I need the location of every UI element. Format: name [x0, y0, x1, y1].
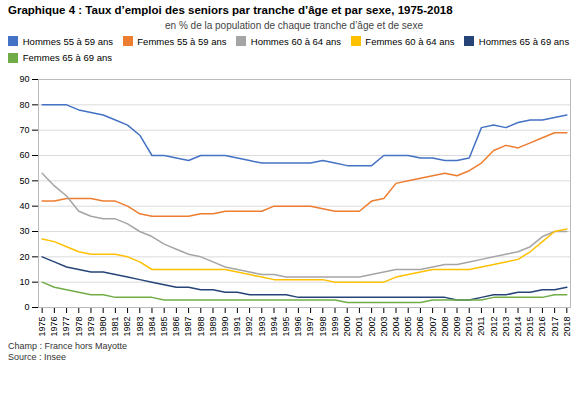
svg-text:2013: 2013	[501, 316, 511, 336]
svg-text:1987: 1987	[183, 316, 193, 336]
svg-text:2004: 2004	[391, 316, 401, 336]
html-text:Graphique 4 : Taux d’emploi de: Graphique 4 : Taux d’emploi des seniors …	[8, 4, 453, 16]
svg-text:50: 50	[19, 175, 29, 185]
svg-text:1998: 1998	[318, 316, 328, 336]
svg-text:1976: 1976	[49, 316, 59, 336]
svg-text:2006: 2006	[415, 316, 425, 336]
svg-text:1995: 1995	[281, 316, 291, 336]
html-text:Hommes 60 à 64 ans: Hommes 60 à 64 ans	[250, 35, 342, 47]
svg-text:2012: 2012	[489, 316, 499, 336]
html-text:Source : Insee: Source : Insee	[8, 351, 66, 362]
svg-text:1999: 1999	[330, 316, 340, 336]
svg-text:1978: 1978	[74, 316, 84, 336]
svg-text:2011: 2011	[476, 316, 486, 335]
svg-text:2000: 2000	[342, 316, 352, 336]
svg-text:1980: 1980	[98, 316, 108, 336]
svg-text:20: 20	[19, 251, 29, 261]
svg-text:30: 30	[19, 226, 29, 236]
svg-text:2017: 2017	[550, 316, 560, 336]
svg-text:2009: 2009	[452, 316, 462, 336]
html-text:Femmes 65 à 69 ans: Femmes 65 à 69 ans	[22, 52, 112, 63]
svg-text:2007: 2007	[427, 316, 437, 336]
svg-text:1990: 1990	[220, 316, 230, 336]
svg-text:1991: 1991	[232, 316, 242, 336]
svg-text:1984: 1984	[147, 316, 157, 336]
svg-text:2008: 2008	[440, 316, 450, 336]
svg-text:2016: 2016	[537, 316, 547, 336]
svg-text:1992: 1992	[244, 316, 254, 336]
svg-text:70: 70	[19, 125, 29, 135]
svg-text:1989: 1989	[208, 316, 218, 336]
html-text:en % de la population de chaqu: en % de la population de chaque tranche …	[165, 19, 423, 31]
svg-text:1988: 1988	[196, 316, 206, 336]
svg-text:2002: 2002	[366, 316, 376, 336]
svg-text:1993: 1993	[257, 316, 267, 336]
svg-text:1979: 1979	[86, 316, 96, 336]
svg-text:1994: 1994	[269, 316, 279, 336]
svg-text:2003: 2003	[379, 316, 389, 336]
svg-text:1981: 1981	[110, 316, 120, 336]
svg-text:1986: 1986	[171, 316, 181, 336]
html-text:Hommes 65 à 69 ans: Hommes 65 à 69 ans	[478, 35, 570, 47]
svg-text:1975: 1975	[37, 316, 47, 336]
svg-text:40: 40	[19, 201, 29, 211]
svg-text:90: 90	[19, 74, 29, 84]
html-text:Hommes 55 à 59 ans: Hommes 55 à 59 ans	[22, 35, 113, 47]
svg-text:1983: 1983	[135, 316, 145, 336]
svg-text:1997: 1997	[305, 316, 315, 336]
svg-text:2010: 2010	[464, 316, 474, 336]
svg-text:2005: 2005	[403, 316, 413, 336]
svg-text:80: 80	[19, 99, 29, 109]
svg-text:1977: 1977	[61, 316, 71, 336]
svg-text:1985: 1985	[159, 316, 169, 336]
svg-text:2014: 2014	[513, 316, 523, 336]
html-text:Champ : France hors Mayotte: Champ : France hors Mayotte	[8, 340, 128, 351]
svg-text:2018: 2018	[562, 316, 572, 336]
svg-text:10: 10	[19, 277, 29, 287]
svg-text:2015: 2015	[525, 316, 535, 336]
svg-text:2001: 2001	[354, 316, 364, 336]
svg-text:60: 60	[19, 150, 29, 160]
html-text:Femmes 55 à 59 ans: Femmes 55 à 59 ans	[137, 35, 227, 47]
html-text:Femmes 60 à 64 ans: Femmes 60 à 64 ans	[365, 35, 455, 47]
svg-text:1996: 1996	[293, 316, 303, 336]
svg-text:0: 0	[24, 302, 29, 312]
svg-text:1982: 1982	[122, 316, 132, 336]
